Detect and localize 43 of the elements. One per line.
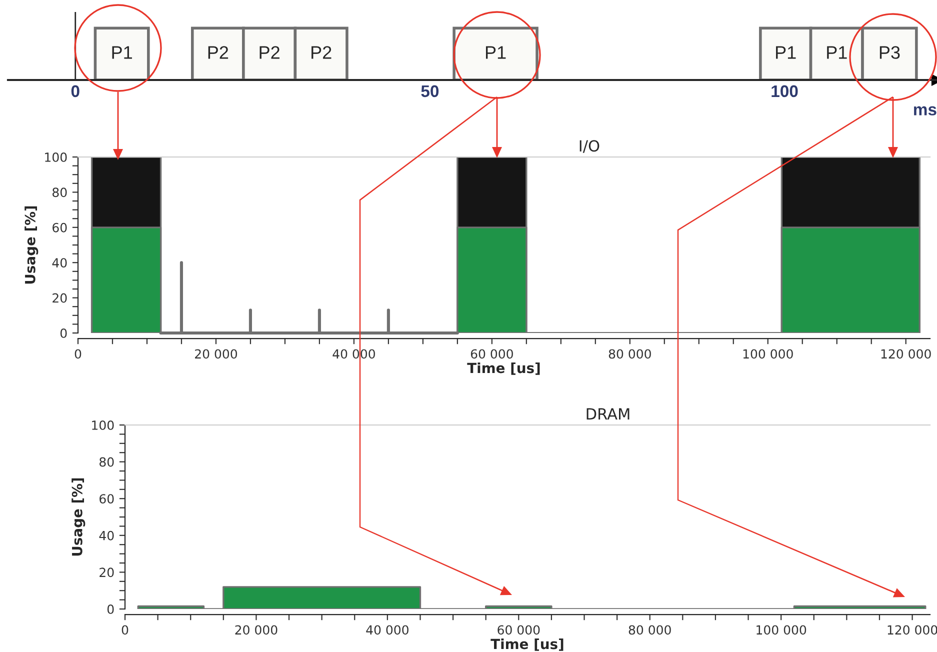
y-tick-label: 20	[100, 568, 114, 578]
x-tick-label: 50	[421, 85, 439, 98]
x-axis-title: Time [us]	[467, 362, 540, 375]
x-tick-label: 60 000	[470, 349, 513, 359]
x-tick-label: 120 000	[881, 349, 931, 359]
x-tick-label: 20 000	[235, 625, 278, 635]
chart-title: DRAM	[586, 408, 630, 420]
y-tick-label: 60	[100, 494, 114, 504]
data-label: P2	[312, 46, 332, 59]
y-axis-title: Usage [%]	[72, 478, 86, 556]
x-tick-label: 20 000	[195, 349, 238, 359]
x-tick-label: 40 000	[366, 625, 408, 635]
chart-title: I/O	[580, 140, 600, 153]
x-tick-label: 0	[74, 349, 82, 359]
x-axis-title: ms	[914, 106, 936, 116]
y-tick-label: 40	[52, 258, 67, 268]
y-tick-label: 40	[99, 530, 114, 540]
x-axis-title: Time [us]	[490, 638, 564, 651]
y-tick-label: 0	[60, 328, 67, 338]
y-tick-label: 0	[107, 604, 114, 614]
x-tick-label: 0	[122, 625, 128, 635]
x-tick-label: 120 000	[888, 625, 937, 635]
y-axis-title: Usage [%]	[24, 206, 38, 284]
x-tick-label: 100	[772, 85, 798, 98]
y-tick-label: 100	[92, 420, 114, 430]
x-tick-label: 80 000	[608, 349, 651, 359]
y-tick-label: 80	[52, 188, 67, 198]
data-label: P3	[880, 46, 900, 59]
x-tick-label: 100 000	[743, 349, 793, 359]
data-label: P1	[486, 46, 506, 59]
x-tick-label: 60 000	[498, 625, 540, 635]
y-tick-label: 80	[100, 457, 114, 467]
data-label: P2	[260, 46, 280, 59]
y-tick-label: 20	[52, 293, 67, 303]
data-label: P1	[827, 46, 847, 59]
data-label: P1	[112, 46, 132, 59]
data-label: P1	[776, 46, 796, 59]
x-tick-label: 0	[71, 85, 80, 98]
y-tick-label: 60	[52, 222, 67, 232]
x-tick-label: 100 000	[756, 625, 806, 635]
x-tick-label: 80 000	[628, 625, 671, 635]
data-label: P2	[208, 46, 228, 59]
y-tick-label: 100	[45, 152, 67, 162]
